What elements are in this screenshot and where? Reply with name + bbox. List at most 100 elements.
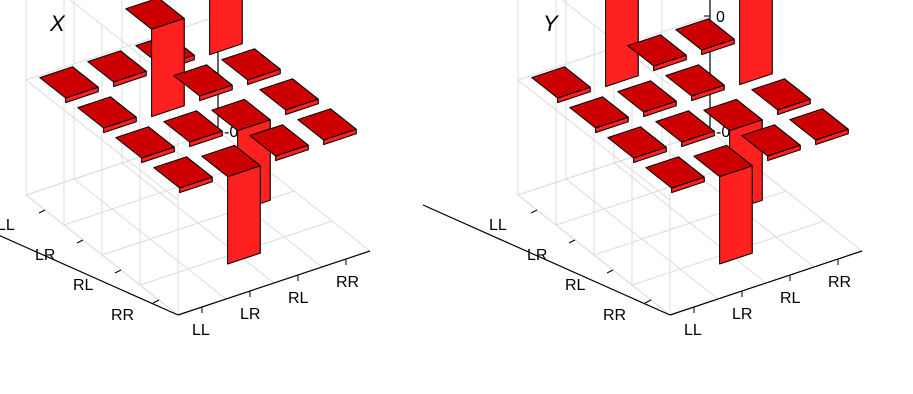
- row-tick: [606, 269, 614, 274]
- bar-RR-RR: [297, 108, 357, 146]
- bar-top: [627, 34, 687, 67]
- bar-top: [125, 0, 185, 30]
- bar-top: [693, 144, 753, 178]
- bar-LR-RR: [221, 48, 281, 86]
- row-axis: [0, 235, 179, 316]
- bar-top: [163, 110, 223, 143]
- panel-x: 0.50-0.5LLLRRLRRLLLRRLRRX: [0, 0, 371, 339]
- row-tick-label: RL: [73, 277, 94, 294]
- z-tick-label: 0: [716, 9, 725, 26]
- bar-top: [249, 124, 309, 157]
- column-tick-label: RL: [288, 290, 309, 307]
- row-tick-label: LR: [35, 247, 55, 264]
- bar-top: [297, 108, 357, 141]
- bar-LR-LL: [77, 96, 137, 134]
- bar-top: [115, 126, 175, 159]
- bar-LR-RL: [173, 64, 233, 102]
- row-tick: [38, 209, 46, 214]
- bar-RR-LL: [153, 156, 213, 194]
- column-axis: [177, 250, 371, 316]
- column-axis: [669, 250, 863, 316]
- row-tick: [76, 239, 84, 244]
- row-tick: [152, 299, 160, 304]
- bar-top: [173, 64, 233, 97]
- bar-front: [739, 0, 773, 86]
- column-tick-label: RL: [780, 290, 801, 307]
- row-tick: [644, 299, 652, 304]
- bar-front: [227, 165, 261, 265]
- bar-LL-LR: [87, 50, 147, 88]
- bar-top: [77, 96, 137, 129]
- row-axis: [422, 204, 671, 316]
- row-tick-label: RR: [603, 307, 626, 324]
- bar-top: [569, 96, 629, 129]
- bar-RR-RL: [741, 124, 801, 162]
- bar-top: [617, 80, 677, 113]
- bar-LR-LR: [617, 80, 677, 118]
- bar-top: [221, 48, 281, 81]
- grid: [24, 0, 371, 316]
- bar-top: [741, 124, 801, 157]
- row-tick-label: LL: [489, 217, 507, 234]
- panel-y: 0.50-0.5LLLRRLRRLLLRRLRRY: [422, 0, 863, 339]
- bar-LL-LR: [605, 0, 639, 88]
- bar-LL-LL: [531, 66, 591, 104]
- bar-front: [151, 17, 185, 118]
- panel-title: Y: [543, 11, 559, 36]
- grid-line: [69, 0, 179, 86]
- bar-top: [259, 78, 319, 111]
- row-tick-label: RR: [111, 307, 134, 324]
- bar-RL-RR: [259, 78, 319, 116]
- bar-top: [665, 64, 725, 97]
- panel-title: X: [49, 11, 66, 36]
- bar-LR-LL: [569, 96, 629, 134]
- bar-top: [607, 126, 667, 159]
- row-tick: [114, 269, 122, 274]
- grid-line: [25, 130, 219, 196]
- bar-front: [719, 165, 753, 265]
- row-tick-labels: LL LR RL RR: [489, 217, 626, 324]
- bar-LR-RL: [665, 64, 725, 102]
- bar-RR-RL: [249, 124, 309, 162]
- column-tick-label: RR: [828, 274, 851, 291]
- column-tick-label: LR: [732, 306, 752, 323]
- bar-LR-RR: [739, 0, 773, 86]
- grid-line: [516, 15, 711, 201]
- bar-top: [751, 78, 811, 111]
- bar-front: [605, 0, 639, 88]
- row-tick-labels: LL LR RL RR: [0, 217, 134, 324]
- bar-LL-RR: [209, 0, 243, 56]
- row-tick-label: RL: [565, 277, 586, 294]
- bar-LR-LR: [125, 0, 185, 118]
- bar-front: [209, 0, 243, 56]
- bar-RL-LR: [655, 110, 715, 148]
- column-tick-label: LR: [240, 306, 260, 323]
- bar-RL-LR: [163, 110, 223, 148]
- row-tick: [568, 239, 576, 244]
- bar-RL-LL: [607, 126, 667, 164]
- bar-top: [531, 66, 591, 99]
- column-tick-labels: LL LR RL RR: [684, 274, 851, 339]
- bar-top: [789, 108, 849, 141]
- grid-line: [517, 130, 711, 196]
- column-tick-labels: LL LR RL RR: [192, 274, 359, 339]
- bar-top: [153, 156, 213, 189]
- row-tick-label: LL: [0, 217, 15, 234]
- bar-top: [201, 144, 261, 178]
- bar-top: [655, 110, 715, 143]
- bar-RL-LL: [115, 126, 175, 164]
- row-tick-label: LR: [527, 247, 547, 264]
- bar-RL-RR: [751, 78, 811, 116]
- bar-RR-RR: [789, 108, 849, 146]
- bar-RR-LR: [201, 144, 261, 265]
- bar-LL-RR: [675, 18, 735, 56]
- bar-RR-LL: [645, 156, 705, 194]
- bar-LL-RL: [627, 34, 687, 72]
- bar-top: [39, 66, 99, 99]
- bar-LL-LL: [39, 66, 99, 104]
- row-tick: [530, 209, 538, 214]
- bar-top: [211, 98, 271, 132]
- bar-top: [675, 18, 735, 51]
- bar-top: [87, 50, 147, 83]
